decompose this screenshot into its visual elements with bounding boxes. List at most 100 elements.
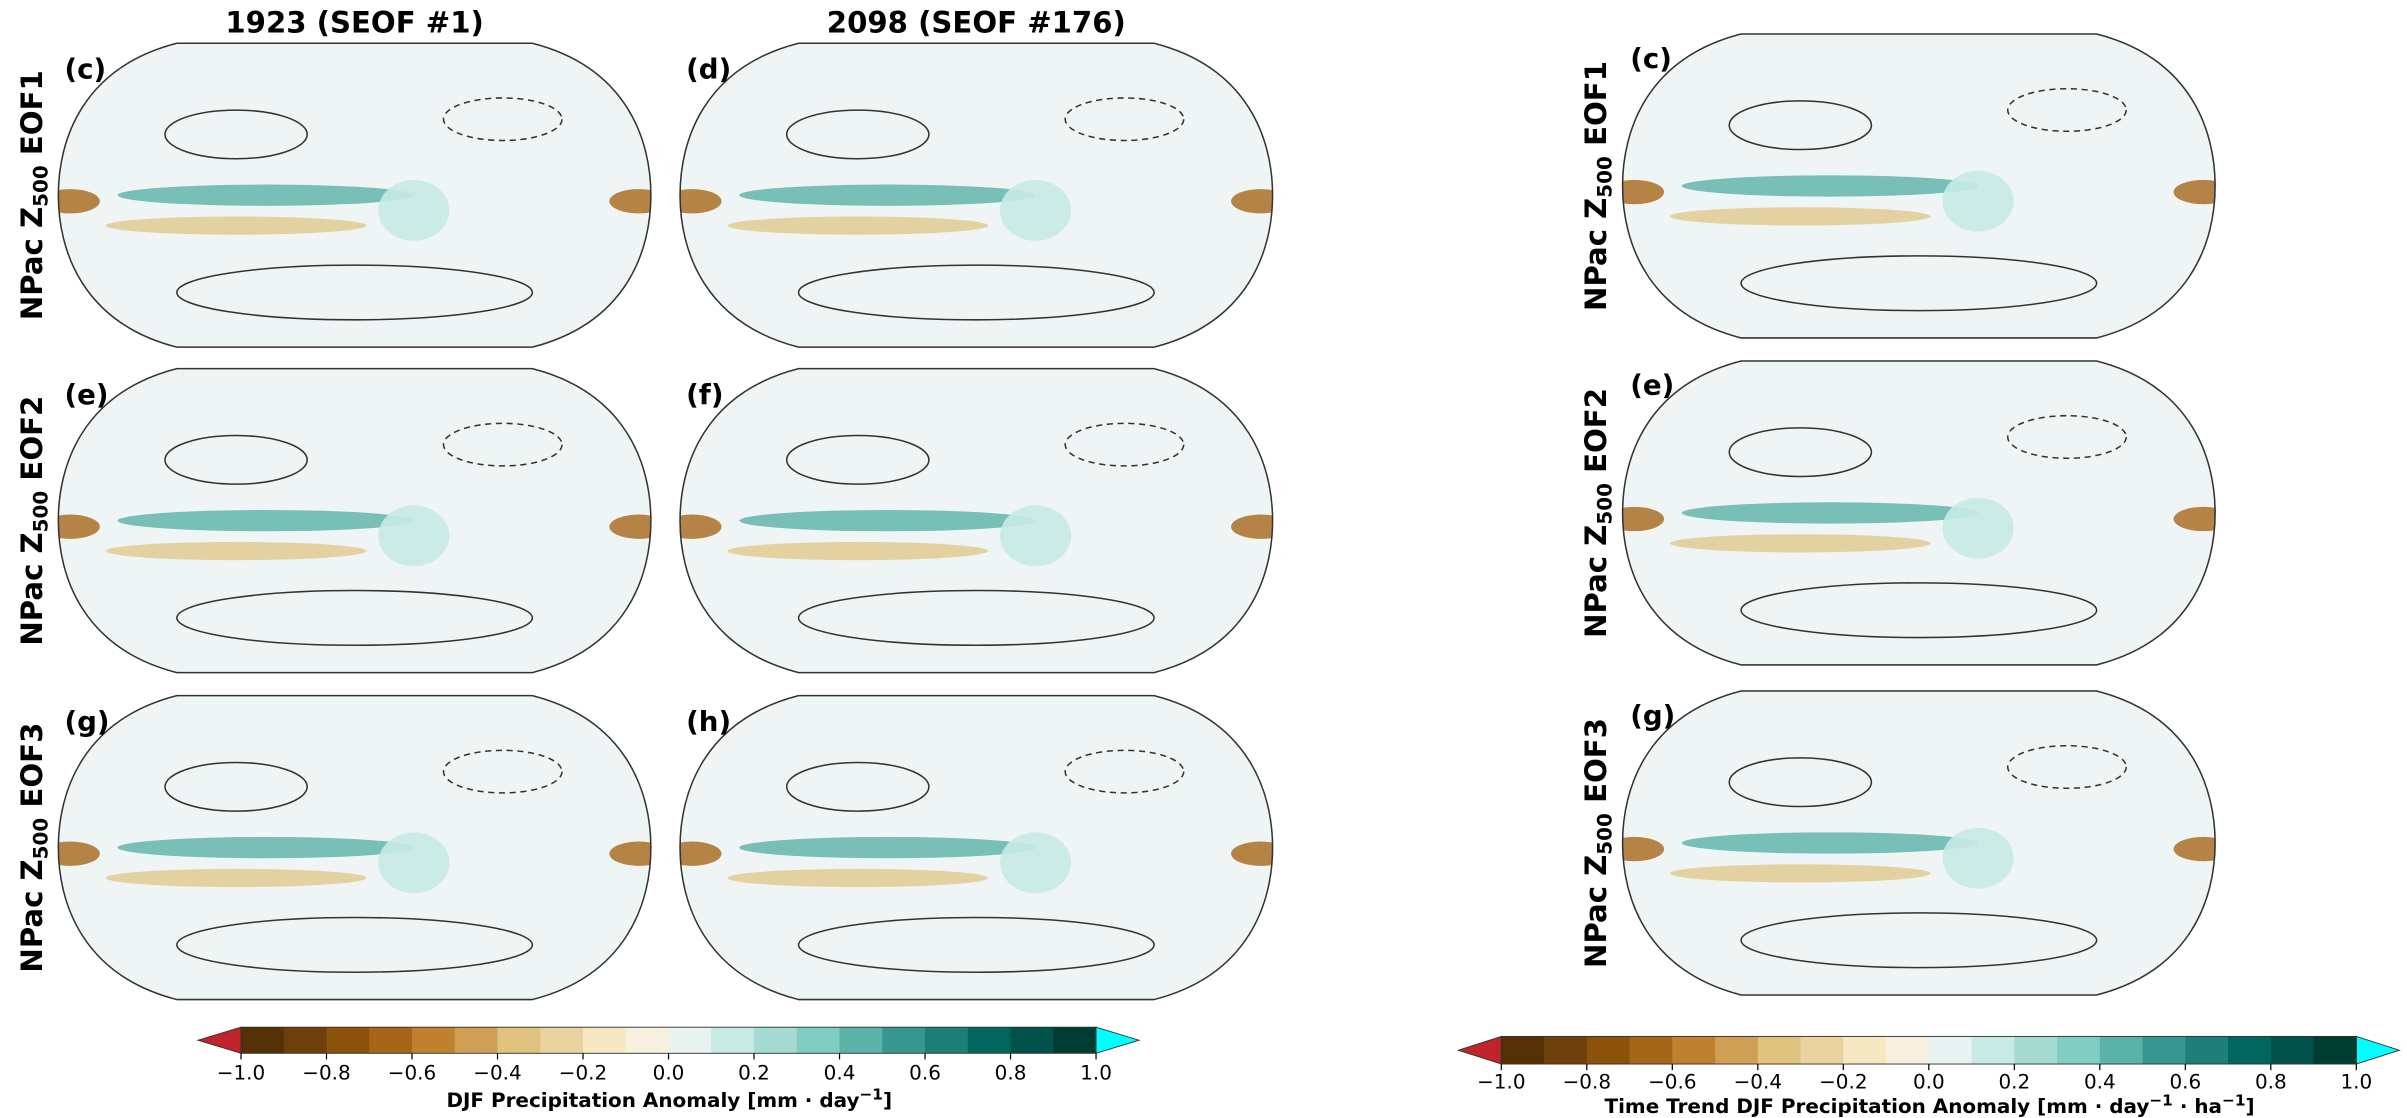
- colorbar-bin: [839, 1027, 884, 1054]
- row-label-subscript: 500: [28, 491, 52, 533]
- map: [58, 43, 651, 348]
- precip-band: [739, 509, 1036, 532]
- row-label: NPac Z500 EOF1: [1579, 61, 1616, 311]
- colorbar-tick-label: −1.0: [1477, 1070, 1525, 1094]
- map: [1622, 360, 2216, 665]
- row-label-text: NPac Z: [15, 859, 49, 972]
- row-label-text: EOF2: [15, 396, 49, 491]
- colorbar-tick-label: 0.6: [2169, 1070, 2201, 1094]
- colorbar-tick-label: 0.6: [909, 1060, 941, 1084]
- colorbar-tick-label: −0.8: [1563, 1070, 1611, 1094]
- colorbar-bin: [1586, 1036, 1631, 1065]
- precip-band: [58, 189, 100, 214]
- panel-label: (d): [686, 53, 731, 86]
- row-label-subscript: 500: [28, 818, 52, 860]
- precip-band: [609, 841, 651, 866]
- colorbar-tick-label: 1.0: [1080, 1060, 1112, 1084]
- contour: [164, 761, 308, 812]
- colorbar-bin: [2185, 1036, 2229, 1065]
- precip-band: [117, 509, 414, 532]
- precip-band: [105, 216, 367, 235]
- map: [58, 695, 651, 1000]
- colorbar-bin: [1053, 1027, 1097, 1054]
- precip-band: [2173, 836, 2216, 862]
- map: [1622, 34, 2216, 338]
- colorbar-label-superscript: −1: [859, 1085, 883, 1103]
- contour: [1064, 422, 1185, 467]
- precip-band: [117, 184, 414, 206]
- contour: [176, 916, 534, 973]
- colorbar-bin: [1886, 1036, 1930, 1065]
- row-label: NPac Z500 EOF3: [15, 723, 52, 973]
- row-label-subscript: 500: [1592, 483, 1616, 525]
- contour: [797, 589, 1155, 647]
- row-label-text: NPac Z: [1579, 198, 1613, 311]
- colorbar-tick-label: 0.2: [1998, 1070, 2030, 1094]
- colorbar-tick-label: 1.0: [2340, 1070, 2372, 1094]
- colorbar-under: [1456, 1035, 1502, 1065]
- precip-band: [1669, 534, 1931, 553]
- colorbar-under: [196, 1026, 242, 1054]
- colorbar-bin: [1544, 1036, 1588, 1065]
- row-label-text: EOF3: [15, 723, 49, 818]
- map: [680, 43, 1273, 348]
- map-outline: [1621, 360, 2216, 666]
- precip-band: [727, 541, 989, 561]
- colorbar-bin: [1800, 1036, 1845, 1065]
- precip-band: [1622, 836, 1665, 862]
- colorbar-bin: [2313, 1036, 2358, 1065]
- precip-band: [739, 184, 1036, 206]
- panel-label: (e): [1630, 369, 1674, 402]
- row-label-text: NPac Z: [1579, 855, 1613, 968]
- colorbar-tick-label: −0.8: [302, 1060, 350, 1084]
- colorbar-tick-label: 0.4: [2084, 1070, 2116, 1094]
- colorbar-bin: [2099, 1036, 2144, 1065]
- colorbar-bin: [540, 1027, 584, 1054]
- colorbar-bin: [625, 1027, 670, 1054]
- colorbar-bin: [454, 1027, 499, 1054]
- contour: [1728, 100, 1873, 151]
- colorbar-bin: [1971, 1036, 2016, 1065]
- colorbar-bin: [668, 1027, 713, 1054]
- colorbar-bin: [1928, 1036, 1973, 1065]
- map: [680, 695, 1273, 1000]
- colorbar-bin: [2142, 1036, 2187, 1065]
- contour: [1740, 582, 2098, 639]
- row-label: NPac Z500 EOF2: [1579, 388, 1616, 638]
- precip-band: [1942, 827, 2014, 889]
- contour: [176, 589, 534, 647]
- colorbar-tick-label: −0.6: [388, 1060, 436, 1084]
- precip-band: [739, 836, 1036, 859]
- colorbar-bin: [1672, 1036, 1716, 1065]
- colorbar-tick-label: 0.2: [738, 1060, 770, 1084]
- precip-band: [1942, 170, 2014, 232]
- row-label-subscript: 500: [28, 165, 52, 207]
- map-outline: [679, 42, 1274, 348]
- contour: [442, 749, 563, 794]
- colorbar-bin: [2014, 1036, 2058, 1065]
- colorbar-tick-label: 0.8: [995, 1060, 1027, 1084]
- contour: [442, 422, 563, 467]
- map-outline: [1621, 690, 2216, 996]
- row-label-text: NPac Z: [15, 207, 49, 320]
- colorbar-label-text: DJF Precipitation Anomaly [mm · day: [446, 1088, 859, 1112]
- colorbar-bin: [967, 1027, 1012, 1054]
- contour: [1740, 912, 2098, 969]
- precip-band: [105, 541, 367, 561]
- colorbar-tick-label: 0.0: [1913, 1070, 1945, 1094]
- colorbar-tick-label: −0.6: [1648, 1070, 1696, 1094]
- precip-band: [2173, 506, 2216, 532]
- contour: [1740, 255, 2098, 312]
- row-label: NPac Z500 EOF3: [1579, 718, 1616, 968]
- contour: [176, 264, 534, 321]
- precip-band: [1681, 175, 1979, 197]
- column-title: 2098 (SEOF #176): [827, 5, 1126, 39]
- panel-label: (c): [64, 53, 106, 86]
- contour: [2006, 414, 2128, 460]
- precip-band: [727, 216, 989, 235]
- colorbar-bin: [2057, 1036, 2101, 1065]
- precip-band: [58, 841, 100, 866]
- colorbar-label: Time Trend DJF Precipitation Anomaly [mm…: [1605, 1091, 2255, 1118]
- colorbar-label-superscript: −1: [2222, 1091, 2246, 1109]
- precip-band: [609, 514, 651, 539]
